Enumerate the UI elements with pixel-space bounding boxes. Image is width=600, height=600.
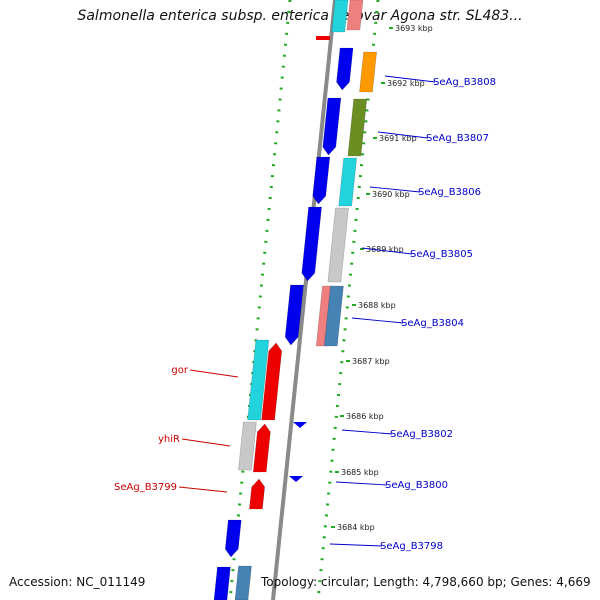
gene-label-right-4: SeAg_B3804 — [401, 318, 464, 329]
kbp-ticks: 3693 kbp 3692 kbp 3691 kbp 3690 kbp 3689 kbp… — [331, 24, 433, 532]
map-title: Salmonella enterica subsp. enterica sero… — [77, 8, 523, 24]
tick-label-6: 3687 kbp — [352, 357, 390, 366]
gene-label-right-6: SeAg_B3800 — [385, 480, 448, 491]
gene-arrow-18 — [238, 421, 257, 471]
gene-label-right-2: SeAg_B3806 — [418, 187, 481, 198]
leader-line-left-1 — [181, 438, 231, 447]
gene-arrow-3 — [301, 206, 322, 282]
gene-arrow-6 — [213, 566, 231, 600]
tick-label-1: 3692 kbp — [387, 79, 425, 88]
gene-arrow-19 — [252, 423, 271, 473]
gene-arrow-15 — [346, 0, 364, 31]
leader-line-left-0 — [189, 369, 239, 378]
tick-label-5: 3688 kbp — [358, 301, 396, 310]
leader-line-right-5 — [341, 429, 393, 435]
accession-text: Accession: NC_011149 — [9, 575, 146, 589]
tick-label-3: 3690 kbp — [372, 190, 410, 199]
topology-text: Topology: circular; Length: 4,798,660 bp… — [261, 575, 591, 589]
leader-line-right-3 — [361, 247, 413, 255]
leader-line-right-4 — [351, 317, 404, 324]
leader-line-left-2 — [178, 486, 228, 493]
gene-arrow-7 — [359, 51, 377, 93]
leader-line-right-0 — [384, 75, 436, 83]
gene-label-right-7: SeAg_B3798 — [380, 541, 443, 552]
backbone-line — [271, 0, 337, 600]
gene-arrow-17 — [261, 342, 283, 421]
gene-arrow-16 — [247, 339, 270, 421]
tick-label-0: 3693 kbp — [395, 24, 433, 33]
leader-line-right-7 — [329, 543, 383, 547]
gene-arrow-5 — [224, 519, 242, 558]
gene-arrow-0 — [336, 47, 354, 91]
gene-arrow-8 — [347, 98, 368, 157]
gene-label-right-1: SeAg_B3807 — [426, 133, 489, 144]
gene-arrow-20 — [249, 478, 265, 510]
gene-arrow-small-2 — [289, 476, 303, 482]
tick-label-9: 3684 kbp — [337, 523, 375, 532]
leader-line-right-6 — [335, 481, 388, 486]
tick-label-2: 3691 kbp — [379, 134, 417, 143]
gene-label-left-0: gor — [171, 365, 188, 376]
gene-arrow-4 — [284, 284, 304, 346]
gene-arrow-12 — [323, 285, 344, 347]
gene-label-right-0: SeAg_B3808 — [433, 77, 496, 88]
leader-line-right-2 — [369, 186, 421, 193]
dotted-guide-1 — [316, 0, 380, 600]
gene-arrow-small-1 — [293, 422, 307, 428]
gene-arrow-small-3 — [316, 36, 330, 40]
gene-arrow-2 — [312, 156, 331, 205]
gene-arrow-13 — [234, 565, 252, 600]
gene-arrows — [213, 0, 377, 600]
gene-arrow-10 — [327, 207, 349, 283]
gene-arrow-1 — [322, 97, 342, 156]
leader-line-right-1 — [377, 131, 429, 139]
gene-labels: SeAg_B3808 SeAg_B3807 SeAg_B3806 SeAg_B3805… — [114, 75, 496, 552]
gene-label-right-3: SeAg_B3805 — [410, 249, 473, 260]
gene-arrow-9 — [338, 157, 358, 207]
gene-label-left-2: SeAg_B3799 — [114, 482, 177, 493]
tick-label-8: 3685 kbp — [341, 468, 379, 477]
dotted-guide-0 — [228, 0, 292, 600]
gene-label-right-5: SeAg_B3802 — [390, 429, 453, 440]
dotted-guides — [228, 0, 380, 600]
gene-arrow-14 — [331, 0, 349, 33]
tick-label-4: 3689 kbp — [366, 245, 404, 254]
gene-label-left-1: yhiR — [158, 434, 180, 445]
tick-label-7: 3686 kbp — [346, 412, 384, 421]
